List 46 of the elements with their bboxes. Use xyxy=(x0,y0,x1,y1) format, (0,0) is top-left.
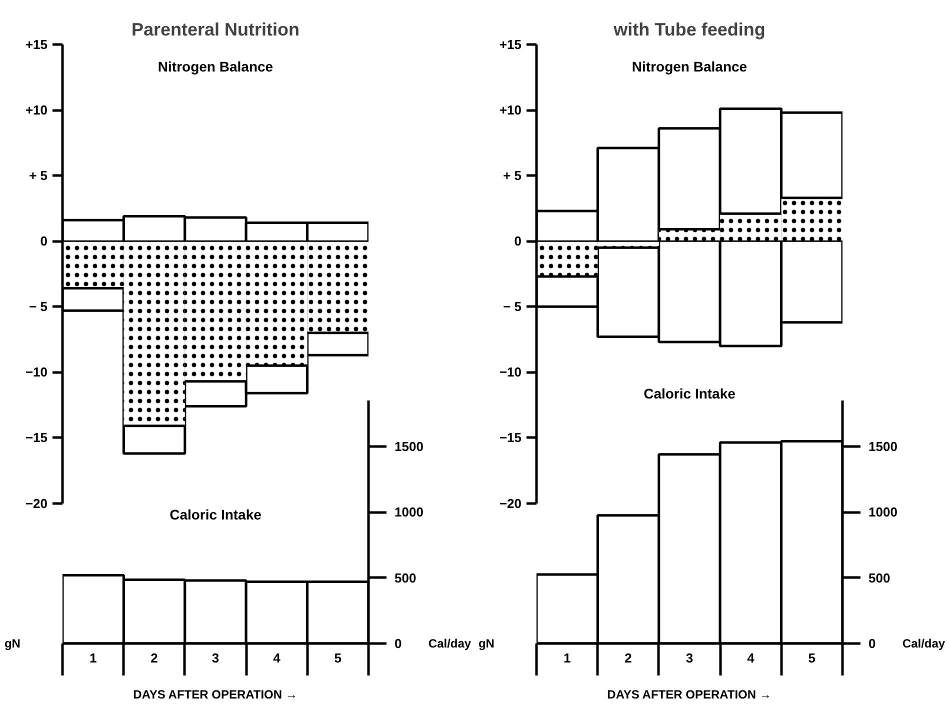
y-axis-title: gN xyxy=(478,636,494,650)
chart-title: Parenteral Nutrition xyxy=(131,20,300,40)
y-tick-label: −15 xyxy=(499,430,522,446)
y-tick-label: 0 xyxy=(514,234,522,249)
x-tick-label: 1 xyxy=(89,650,97,666)
y2-tick-label: 1500 xyxy=(394,438,424,454)
annotation: Caloric Intake xyxy=(170,506,262,522)
annotation: Nitrogen Balance xyxy=(158,58,274,74)
y-tick-label: + 5 xyxy=(503,168,522,184)
x-tick-label: 2 xyxy=(150,650,158,666)
y-tick-label: −15 xyxy=(25,430,48,446)
y-tick-label: −10 xyxy=(25,364,48,380)
y-tick-label: −20 xyxy=(499,496,522,511)
x-tick-label: 1 xyxy=(563,650,571,666)
x-tick-label: 2 xyxy=(624,650,632,666)
y-tick-label: − 5 xyxy=(29,299,48,314)
y-tick-label: −20 xyxy=(25,496,48,511)
chart-title: with Tube feeding xyxy=(612,20,766,40)
y2-tick-label: 1500 xyxy=(868,438,898,454)
y-tick-label: − 5 xyxy=(503,299,522,314)
y2-tick-label: 1000 xyxy=(394,504,424,520)
y-tick-label: + 5 xyxy=(29,168,48,184)
y2-tick-label: 500 xyxy=(868,570,890,586)
x-tick-label: 5 xyxy=(334,650,342,666)
y2-tick-label: 0 xyxy=(394,636,402,651)
x-axis-title: DAYS AFTER OPERATION → xyxy=(607,688,772,702)
x-tick-label: 4 xyxy=(273,650,282,666)
x-tick-label: 4 xyxy=(747,650,756,666)
y2-tick-label: 0 xyxy=(868,636,876,651)
y2-tick-label: 1000 xyxy=(868,504,898,520)
x-axis-title: DAYS AFTER OPERATION → xyxy=(133,688,298,702)
y-tick-label: +10 xyxy=(499,102,522,118)
x-tick-label: 5 xyxy=(808,650,816,666)
y2-axis-title: Cal/day xyxy=(428,636,472,650)
y2-tick-label: 500 xyxy=(394,570,416,586)
y-tick-label: +15 xyxy=(25,37,48,52)
x-tick-label: 3 xyxy=(686,650,694,666)
y-tick-label: −10 xyxy=(499,364,522,380)
y-tick-label: 0 xyxy=(40,234,48,249)
y-tick-label: +10 xyxy=(25,102,48,118)
y2-axis-title: Cal/day xyxy=(902,636,946,650)
annotation: Nitrogen Balance xyxy=(632,58,748,74)
annotation: Caloric Intake xyxy=(644,386,736,402)
x-tick-label: 3 xyxy=(212,650,220,666)
y-tick-label: +15 xyxy=(499,37,522,52)
y-axis-title: gN xyxy=(4,636,20,650)
